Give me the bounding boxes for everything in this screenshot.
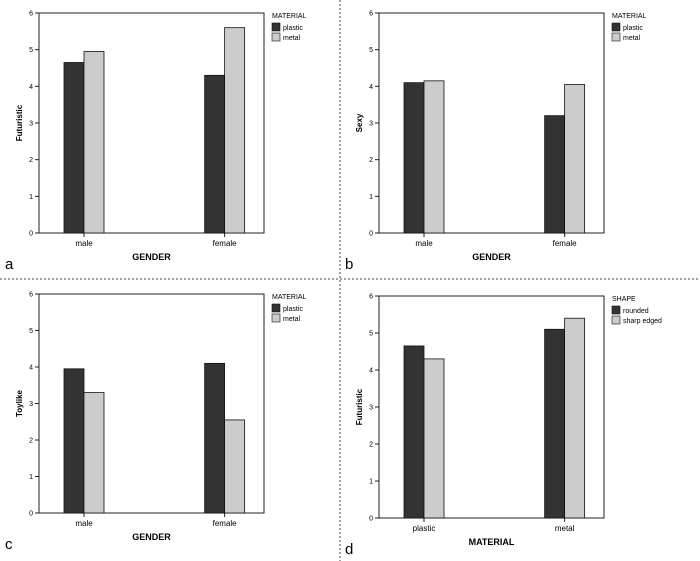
bar-metal-female bbox=[564, 84, 586, 234]
legend-entry: plastic bbox=[623, 25, 643, 32]
x-axis-label: GENDER bbox=[132, 252, 171, 262]
bar-plastic-female bbox=[544, 115, 566, 234]
y-tick-label: 3 bbox=[29, 121, 33, 128]
legend-swatch bbox=[271, 313, 281, 323]
legend-entry: plastic bbox=[283, 306, 303, 313]
x-axis-label: GENDER bbox=[132, 532, 171, 542]
legend-entry: sharp edged bbox=[623, 318, 662, 325]
y-tick-label: 6 bbox=[29, 11, 33, 18]
y-tick-label: 1 bbox=[369, 194, 373, 201]
legend-title: MATERIAL bbox=[272, 294, 307, 301]
x-tick-label: male bbox=[75, 519, 93, 528]
y-tick-label: 5 bbox=[369, 47, 373, 54]
legend-swatch bbox=[611, 315, 621, 325]
bar-plastic-male bbox=[63, 368, 85, 514]
y-tick-label: 1 bbox=[369, 479, 373, 486]
y-tick-label: 2 bbox=[369, 157, 373, 164]
chart-panel-a: 0 1 2 3 4 5 6 Futuristic male female GENDER a MATERI… bbox=[5, 11, 307, 274]
bar-rounded-plastic bbox=[403, 345, 425, 519]
bar-metal-male bbox=[83, 51, 105, 234]
y-tick-label: 4 bbox=[29, 365, 33, 372]
legend-title: SHAPE bbox=[612, 296, 636, 303]
legend-entry: plastic bbox=[283, 25, 303, 32]
y-tick-label: 2 bbox=[29, 438, 33, 445]
legend-swatch bbox=[271, 22, 281, 32]
bar-sharp-edged-plastic bbox=[423, 358, 445, 519]
y-tick-label: 0 bbox=[369, 231, 373, 238]
legend-swatch bbox=[611, 305, 621, 315]
y-tick-label: 5 bbox=[29, 328, 33, 335]
panel-label: d bbox=[345, 541, 353, 558]
legend-swatch bbox=[611, 32, 621, 42]
x-axis-label: GENDER bbox=[472, 252, 511, 262]
y-tick-label: 4 bbox=[369, 84, 373, 91]
y-tick-label: 3 bbox=[369, 405, 373, 412]
y-tick-label: 3 bbox=[369, 121, 373, 128]
legend-swatch bbox=[271, 303, 281, 313]
y-axis-label: Toylike bbox=[15, 389, 24, 417]
panel-label: a bbox=[5, 256, 14, 273]
legend-entry: metal bbox=[623, 35, 641, 42]
y-axis-label: Futuristic bbox=[15, 104, 24, 141]
x-tick-label: female bbox=[213, 239, 238, 248]
bar-metal-male bbox=[423, 80, 445, 234]
x-tick-label: male bbox=[415, 239, 433, 248]
chart-panel-b: 0 1 2 3 4 5 6 Sexy male female GENDER b MATERIAL plas… bbox=[345, 11, 647, 274]
x-axis-label: MATERIAL bbox=[469, 537, 515, 547]
y-tick-label: 6 bbox=[29, 292, 33, 299]
y-tick-label: 2 bbox=[369, 442, 373, 449]
x-tick-label: metal bbox=[555, 524, 575, 533]
legend-entry: metal bbox=[283, 35, 301, 42]
y-tick-label: 1 bbox=[29, 474, 33, 481]
legend-swatch bbox=[271, 32, 281, 42]
y-tick-label: 5 bbox=[369, 331, 373, 338]
bar-rounded-metal bbox=[544, 328, 566, 519]
panel-label: b bbox=[345, 256, 353, 273]
bar-plastic-male bbox=[63, 62, 85, 234]
x-tick-label: plastic bbox=[413, 524, 436, 533]
bar-metal-male bbox=[83, 392, 105, 514]
panel-label: c bbox=[5, 536, 13, 553]
y-tick-label: 0 bbox=[29, 511, 33, 518]
y-tick-label: 4 bbox=[29, 84, 33, 91]
y-tick-label: 2 bbox=[29, 157, 33, 164]
bar-plastic-female bbox=[204, 362, 226, 514]
x-tick-label: female bbox=[213, 519, 238, 528]
y-tick-label: 0 bbox=[29, 231, 33, 238]
y-tick-label: 0 bbox=[369, 516, 373, 523]
bar-sharp-edged-metal bbox=[564, 317, 586, 519]
legend-entry: metal bbox=[283, 316, 301, 323]
y-axis-label: Futuristic bbox=[355, 388, 364, 425]
legend-entry: rounded bbox=[623, 308, 649, 315]
x-tick-label: female bbox=[553, 239, 578, 248]
legend-title: MATERIAL bbox=[612, 13, 647, 20]
y-tick-label: 6 bbox=[369, 11, 373, 18]
y-axis-label: Sexy bbox=[355, 113, 364, 132]
bar-plastic-female bbox=[204, 74, 226, 234]
chart-panel-d: 0 1 2 3 4 5 6 Futuristic plastic metal MATERIAL d SH… bbox=[345, 294, 662, 559]
legend-title: MATERIAL bbox=[272, 13, 307, 20]
y-tick-label: 6 bbox=[369, 294, 373, 301]
y-tick-label: 3 bbox=[29, 401, 33, 408]
y-tick-label: 5 bbox=[29, 47, 33, 54]
legend-swatch bbox=[611, 22, 621, 32]
x-tick-label: male bbox=[75, 239, 93, 248]
y-tick-label: 4 bbox=[369, 368, 373, 375]
chart-panel-c: 0 1 2 3 4 5 6 Toylike male female GENDER c MATERIAL p… bbox=[5, 292, 307, 554]
bar-plastic-male bbox=[403, 82, 425, 234]
panels: 0 1 2 3 4 5 6 Futuristic male female GENDER a MATERI… bbox=[5, 11, 662, 559]
bar-metal-female bbox=[224, 27, 246, 234]
bar-metal-female bbox=[224, 419, 246, 514]
y-tick-label: 1 bbox=[29, 194, 33, 201]
